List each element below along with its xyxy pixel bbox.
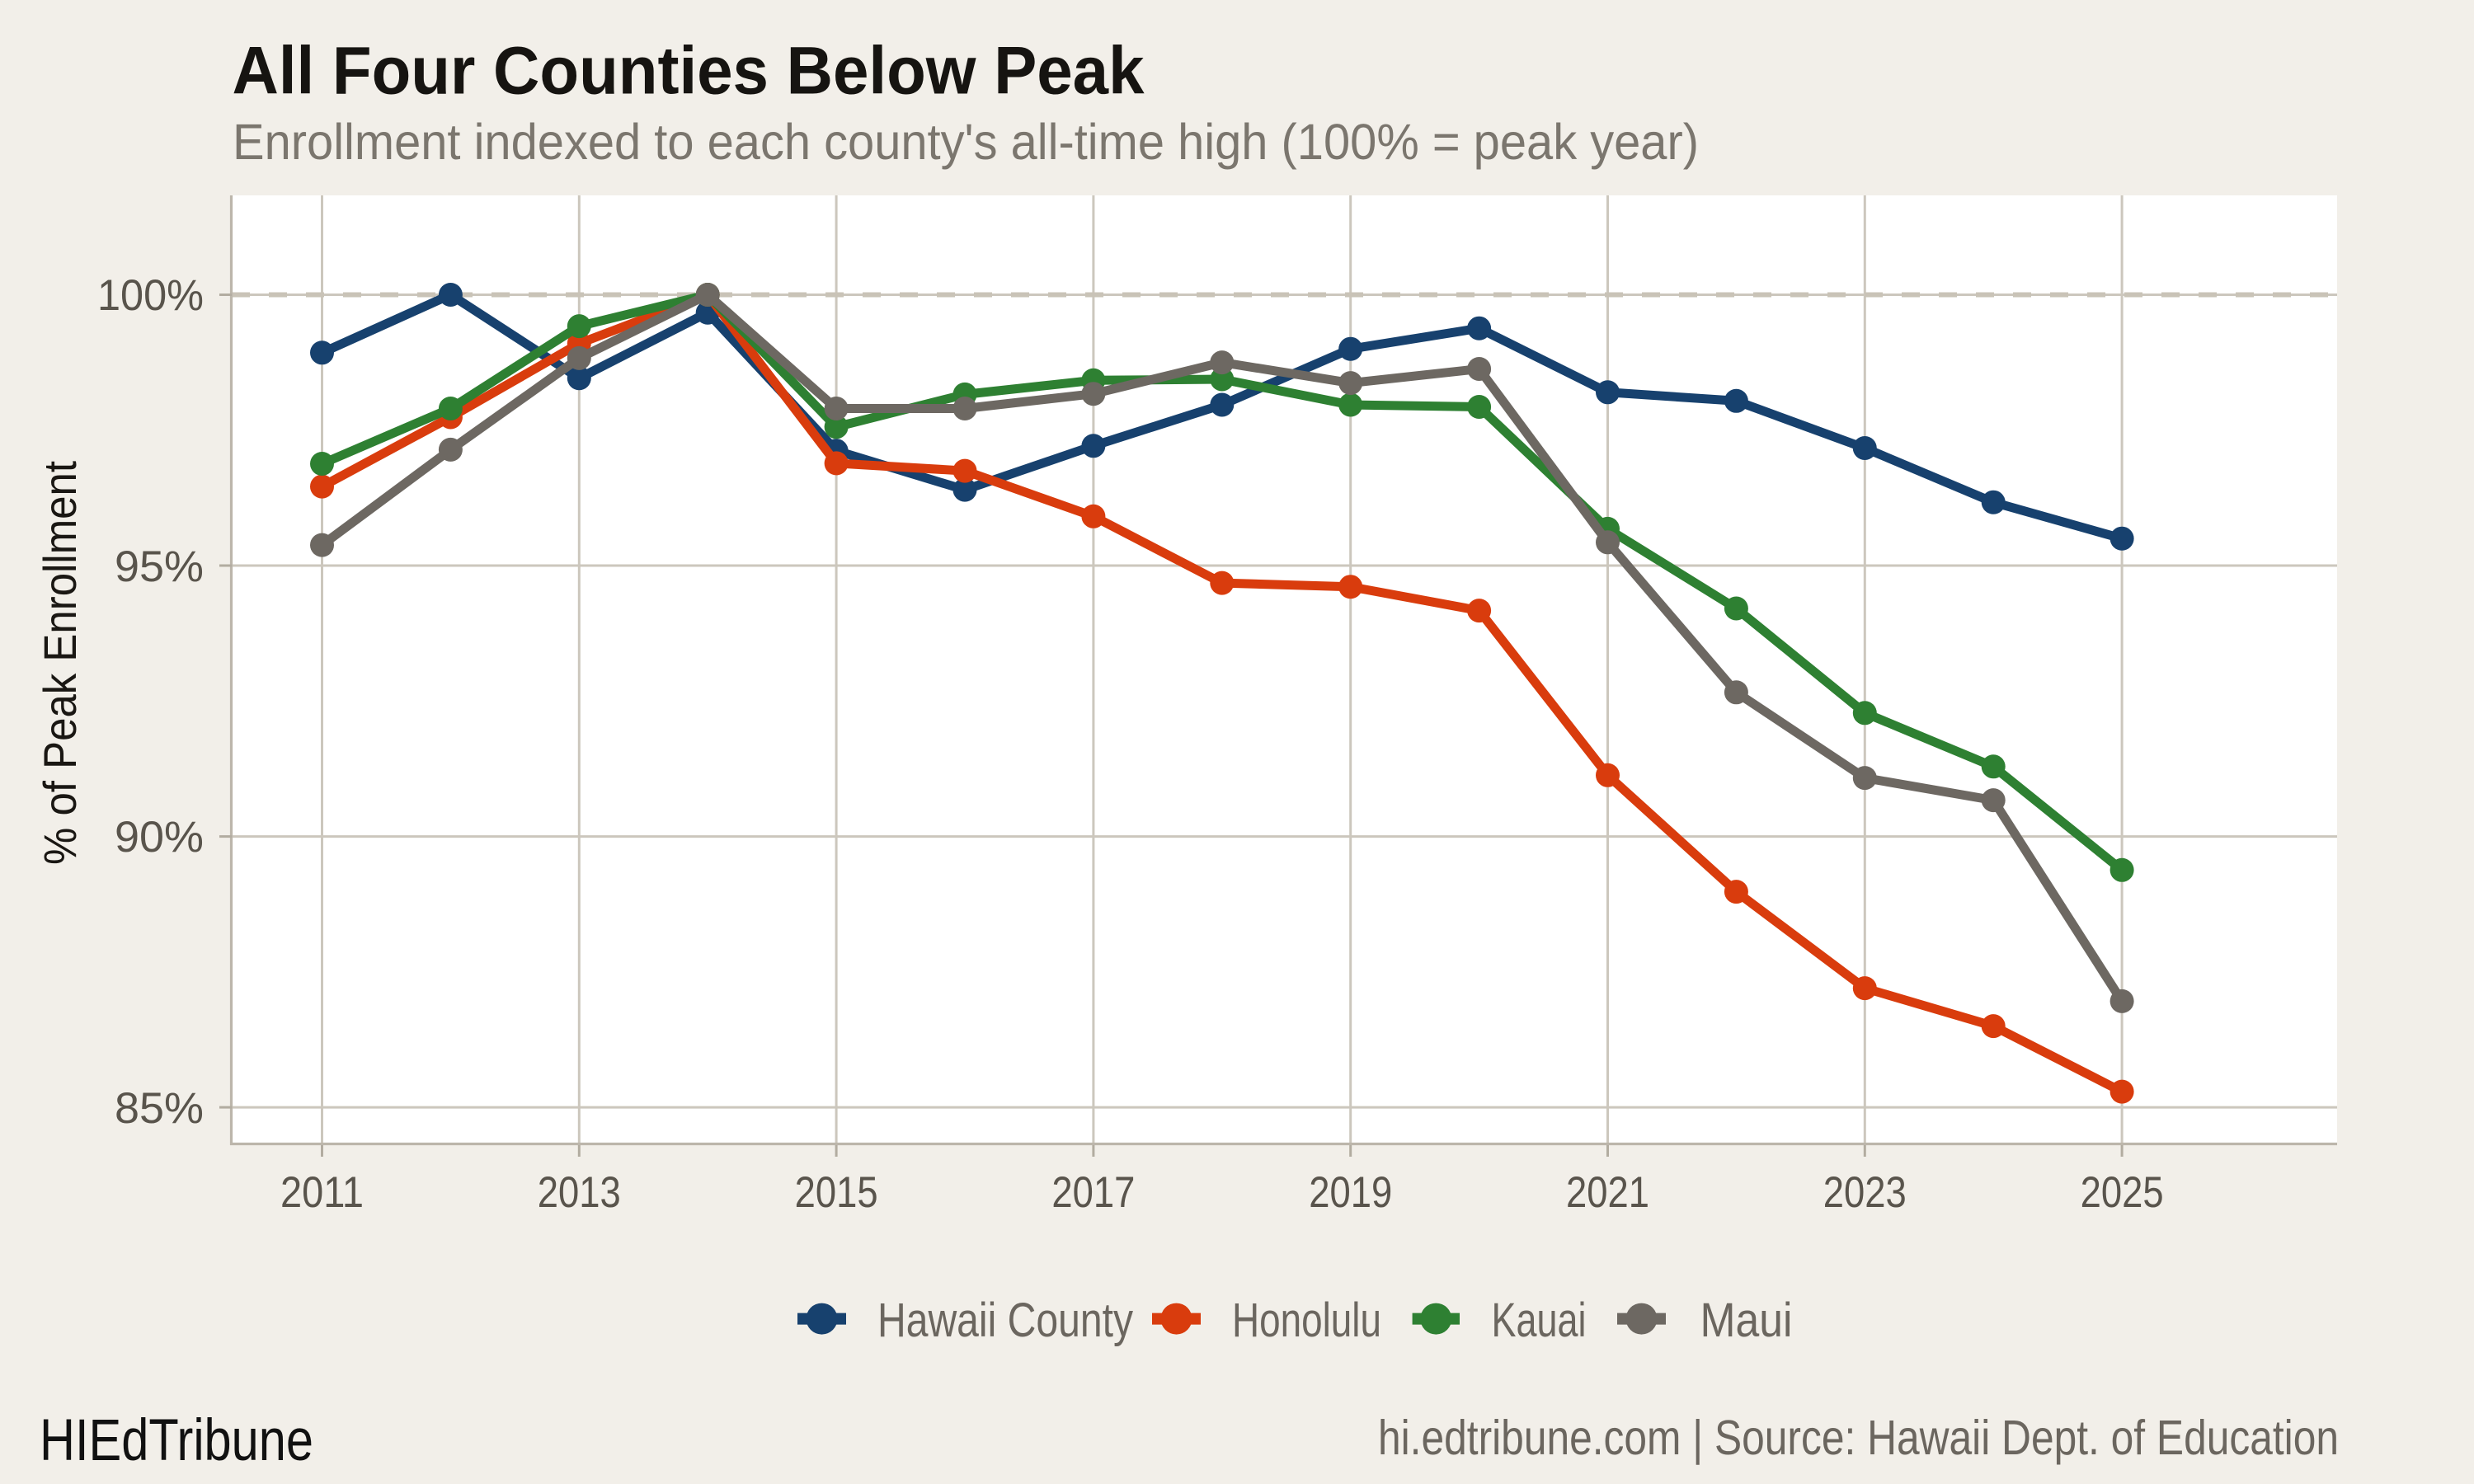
svg-text:2023: 2023 <box>1823 1168 1907 1217</box>
svg-text:2021: 2021 <box>1566 1168 1649 1217</box>
svg-text:Enrollment indexed to each cou: Enrollment indexed to each county's all-… <box>233 114 1699 170</box>
svg-text:100%: 100% <box>97 271 204 320</box>
svg-text:HIEdTribune: HIEdTribune <box>40 1408 313 1473</box>
svg-text:2011: 2011 <box>280 1168 364 1217</box>
svg-text:2015: 2015 <box>795 1168 878 1217</box>
svg-text:90%: 90% <box>115 813 204 862</box>
svg-text:% of Peak Enrollment: % of Peak Enrollment <box>34 461 86 865</box>
svg-text:2013: 2013 <box>538 1168 621 1217</box>
svg-text:2017: 2017 <box>1051 1168 1135 1217</box>
svg-text:95%: 95% <box>115 542 204 591</box>
svg-text:2025: 2025 <box>2081 1168 2164 1217</box>
svg-text:2019: 2019 <box>1309 1168 1392 1217</box>
svg-text:hi.edtribune.com | Source: Haw: hi.edtribune.com | Source: Hawaii Dept. … <box>1378 1411 2339 1465</box>
svg-text:Hawaii County: Hawaii County <box>877 1294 1133 1347</box>
svg-text:All Four Counties Below Peak: All Four Counties Below Peak <box>233 34 1145 109</box>
svg-text:Honolulu: Honolulu <box>1232 1294 1381 1347</box>
svg-text:85%: 85% <box>115 1084 204 1133</box>
svg-text:Maui: Maui <box>1700 1294 1793 1347</box>
svg-text:Kauai: Kauai <box>1492 1294 1587 1347</box>
